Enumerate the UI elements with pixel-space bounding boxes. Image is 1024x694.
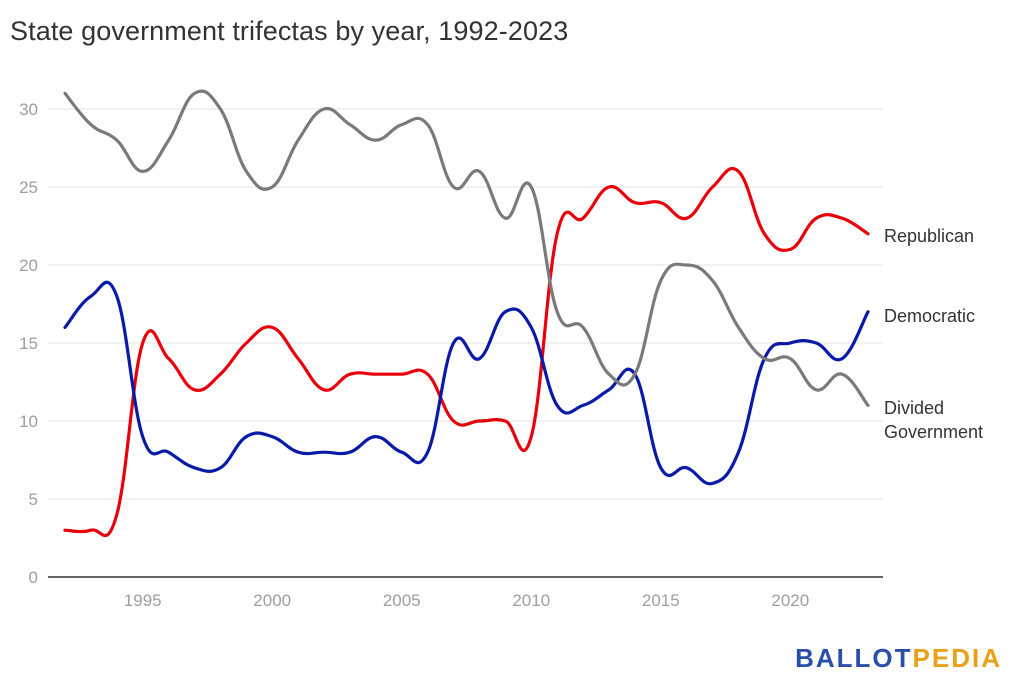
label-divided: Divided <box>884 398 944 418</box>
x-tick-label: 2005 <box>383 591 421 610</box>
y-tick-label: 10 <box>19 412 38 431</box>
x-tick-label: 2015 <box>642 591 680 610</box>
gridlines <box>48 108 883 500</box>
label-republican: Republican <box>884 226 974 246</box>
y-tick-label: 5 <box>29 490 38 509</box>
chart-title: State government trifectas by year, 1992… <box>10 16 569 46</box>
logo-part-2: PEDIA <box>912 643 1002 673</box>
y-tick-label: 0 <box>29 568 38 587</box>
x-tick-label: 2020 <box>771 591 809 610</box>
x-tick-label: 2010 <box>512 591 550 610</box>
series-line-republican <box>63 166 870 538</box>
series-lines <box>63 89 870 538</box>
x-tick-label: 2000 <box>253 591 291 610</box>
x-axis-ticks: 1995 2000 2005 2010 2015 2020 <box>124 591 809 610</box>
y-axis-ticks: 0 5 10 15 20 25 30 <box>19 100 38 587</box>
y-tick-label: 20 <box>19 256 38 275</box>
y-tick-label: 15 <box>19 334 38 353</box>
ballotpedia-logo: BALLOTPEDIA <box>795 643 1002 674</box>
y-tick-label: 30 <box>19 100 38 119</box>
label-government: Government <box>884 422 983 442</box>
label-democratic: Democratic <box>884 306 975 326</box>
series-line-divided-government <box>63 89 870 407</box>
logo-part-1: BALLOT <box>795 643 913 673</box>
series-line-democratic <box>63 280 870 486</box>
y-tick-label: 25 <box>19 178 38 197</box>
x-tick-label: 1995 <box>124 591 162 610</box>
